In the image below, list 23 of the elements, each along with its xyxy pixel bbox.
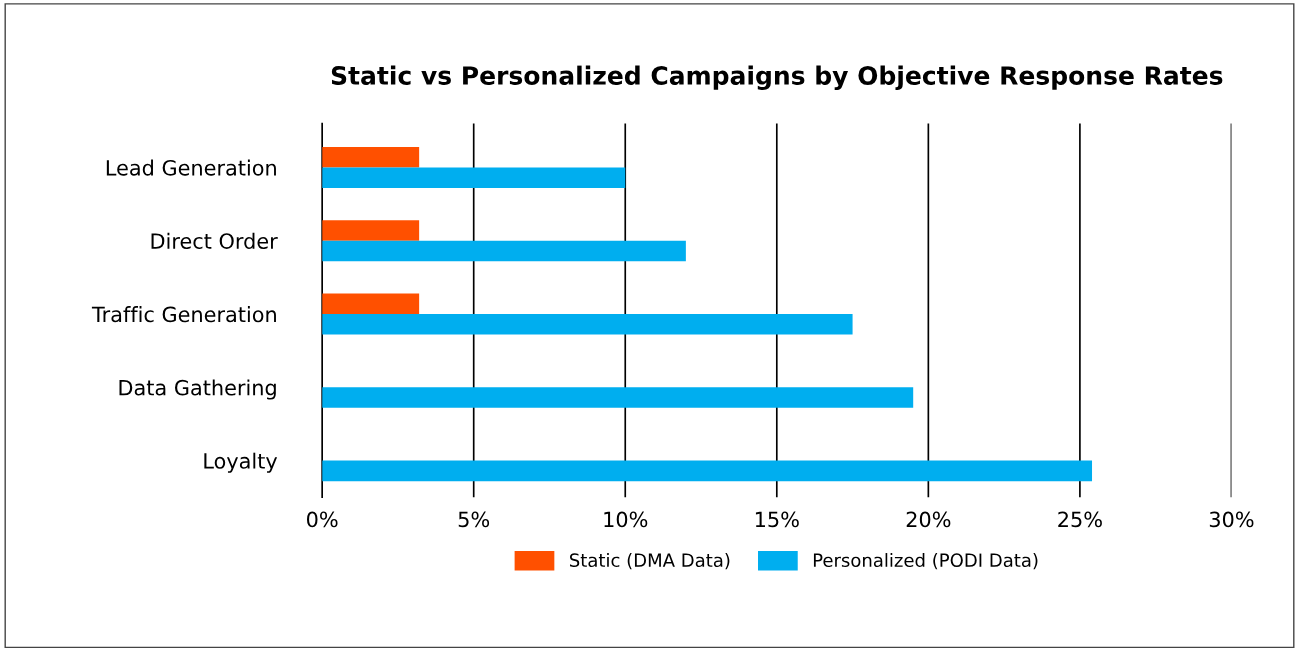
y-tick-label: Lead Generation bbox=[106, 159, 276, 176]
x-tick-label: 20% bbox=[906, 511, 951, 528]
x-tick-label: 30% bbox=[1209, 511, 1254, 528]
x-tick-label: 5% bbox=[458, 511, 490, 528]
bar bbox=[322, 167, 626, 188]
bar bbox=[322, 387, 914, 408]
bar bbox=[322, 240, 686, 262]
y-tick-label: Data Gathering bbox=[119, 379, 276, 400]
y-tick-label: Loyalty bbox=[204, 452, 278, 473]
bar bbox=[322, 293, 420, 315]
chart-title: Static vs Personalized Campaigns by Objective Response Rates bbox=[331, 65, 1223, 91]
x-tick-label: 0% bbox=[307, 511, 338, 528]
bar bbox=[322, 220, 420, 241]
bar bbox=[322, 460, 1093, 482]
legend-label: Static (DMA Data) bbox=[569, 553, 730, 570]
x-tick-label: 25% bbox=[1058, 511, 1102, 528]
legend-label: Personalized (PODI Data) bbox=[813, 553, 1038, 570]
y-tick-label: Direct Order bbox=[151, 232, 278, 249]
bar bbox=[322, 314, 853, 335]
y-tick-label: Traffic Generation bbox=[91, 306, 276, 323]
bar bbox=[322, 146, 420, 168]
x-tick-label: 15% bbox=[755, 511, 799, 528]
x-tick-label: 10% bbox=[604, 511, 648, 528]
